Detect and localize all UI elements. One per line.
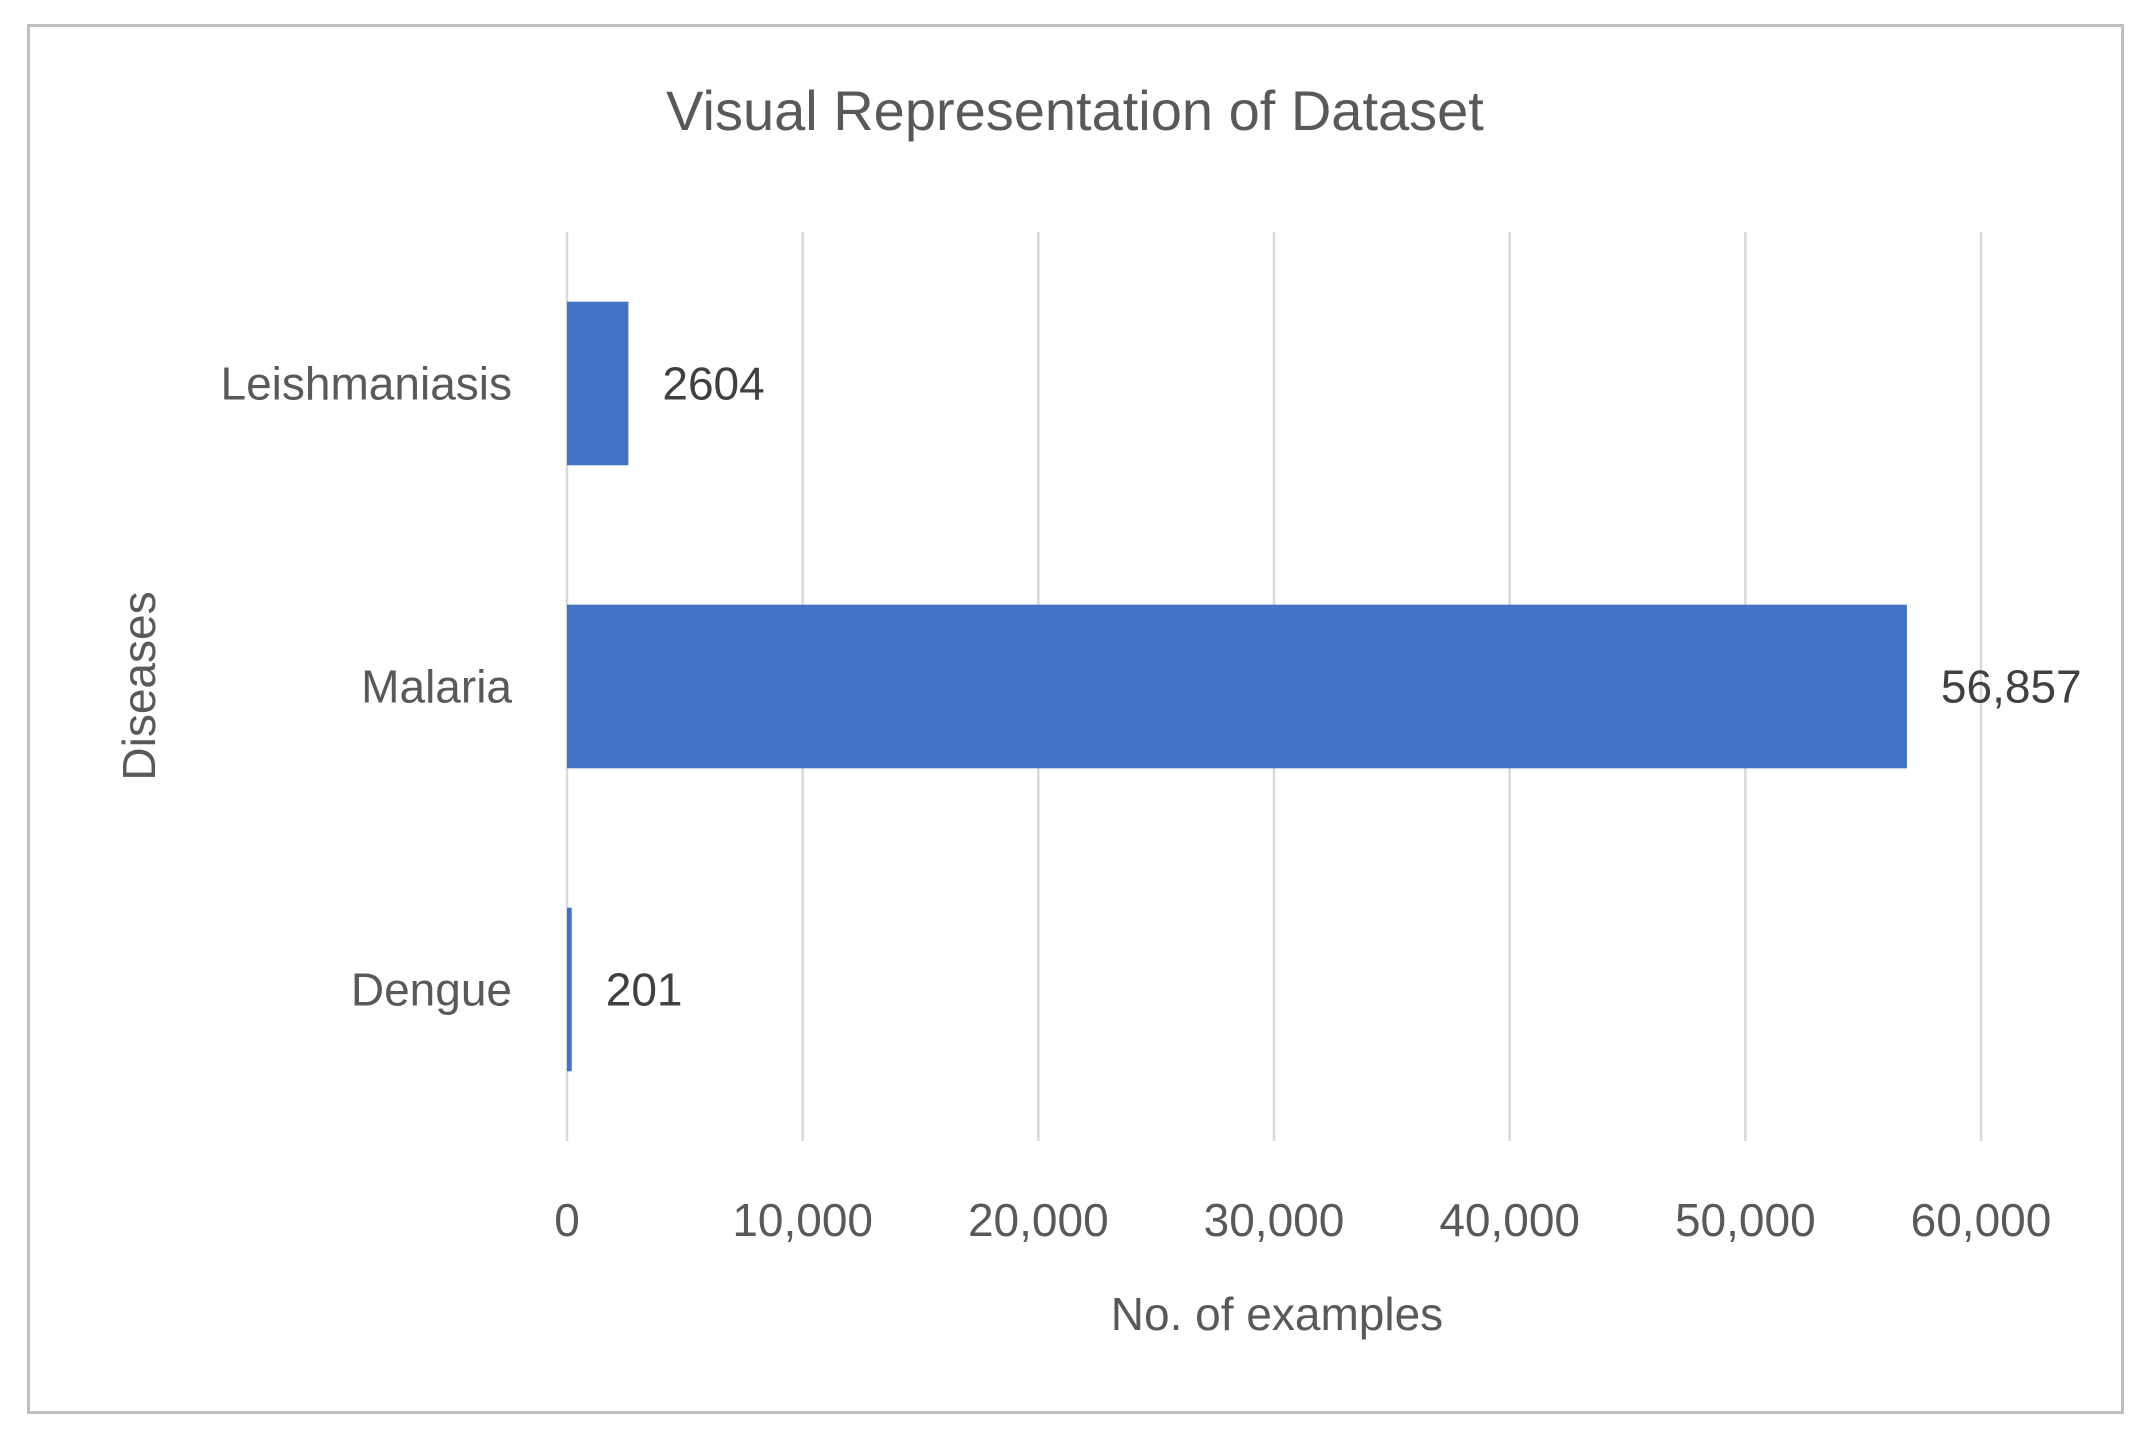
x-tick-label: 40,000 <box>1439 1194 1580 1246</box>
data-label-leishmaniasis: 2604 <box>662 358 764 410</box>
bar-leishmaniasis <box>567 301 629 466</box>
bar-dengue <box>567 907 572 1072</box>
x-tick-label: 10,000 <box>732 1194 873 1246</box>
category-label-dengue: Dengue <box>351 964 512 1016</box>
bar-malaria <box>567 604 1907 769</box>
y-axis-title: Diseases <box>113 591 165 780</box>
x-tick-labels: 0 10,000 20,000 30,000 40,000 50,000 60,000 <box>554 1194 2051 1246</box>
x-tick-label: 30,000 <box>1204 1194 1345 1246</box>
data-labels: 2604 56,857 201 <box>606 358 2082 1016</box>
category-label-leishmaniasis: Leishmaniasis <box>221 358 512 410</box>
data-label-malaria: 56,857 <box>1941 661 2082 713</box>
x-tick-label: 0 <box>554 1194 580 1246</box>
x-axis-title: No. of examples <box>1111 1288 1443 1340</box>
category-label-malaria: Malaria <box>361 661 512 713</box>
data-label-dengue: 201 <box>606 964 683 1016</box>
category-labels: Leishmaniasis Malaria Dengue <box>221 358 513 1016</box>
bars <box>567 301 1907 1072</box>
x-tick-label: 50,000 <box>1675 1194 1816 1246</box>
x-tick-label: 20,000 <box>968 1194 1109 1246</box>
chart-title: Visual Representation of Dataset <box>666 79 1484 142</box>
x-tick-label: 60,000 <box>1911 1194 2052 1246</box>
